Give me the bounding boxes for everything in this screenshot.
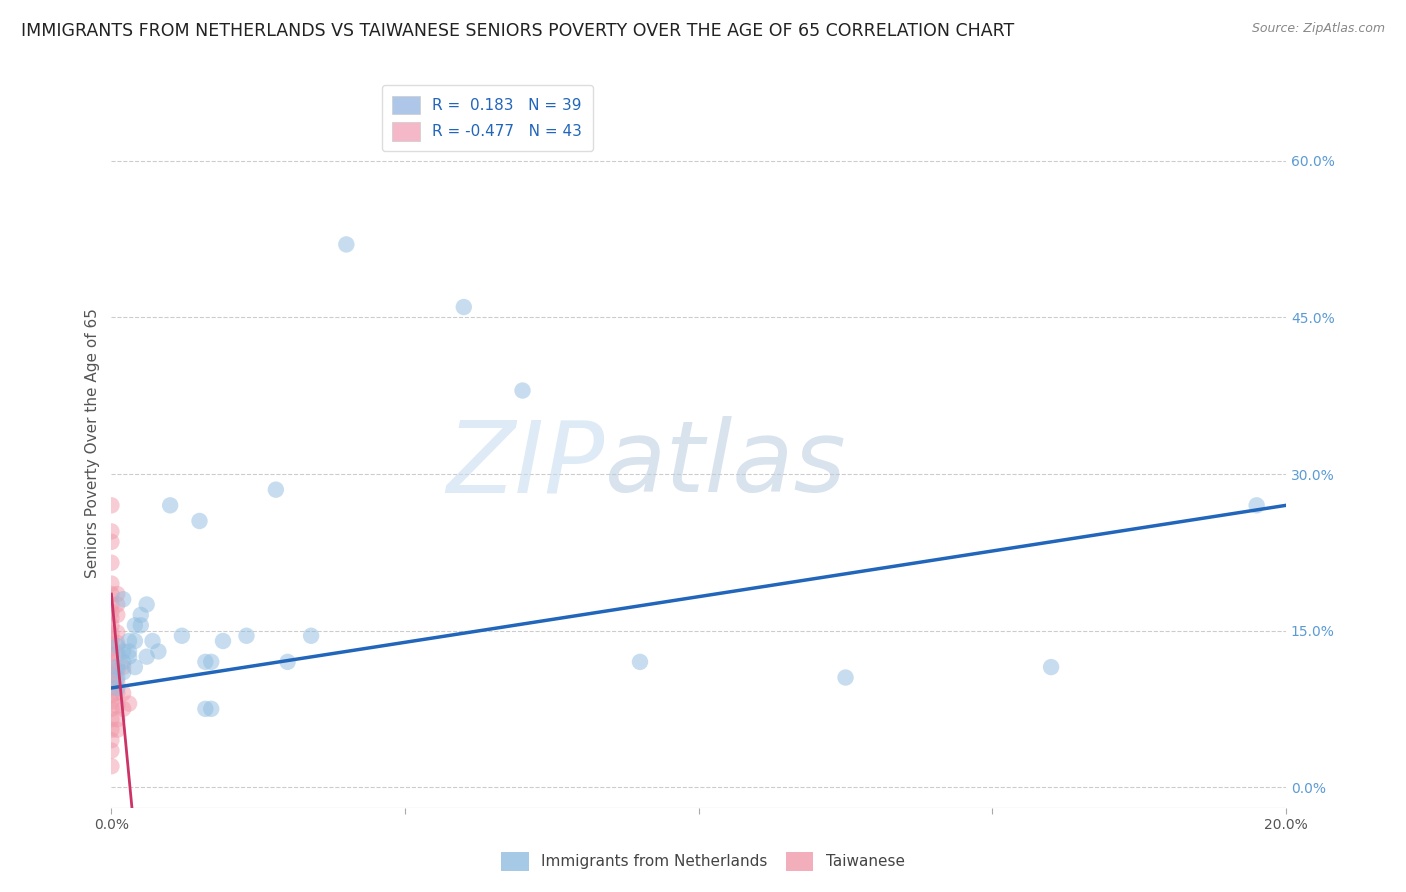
Point: [100, 634, 122, 648]
Point: [100, 759, 122, 773]
Point: [100, 660, 122, 674]
Point: [105, 663, 128, 677]
Point: [194, 655, 217, 669]
Point: [105, 639, 128, 653]
Point: [105, 647, 128, 661]
Point: [200, 655, 222, 669]
Point: [100, 673, 122, 688]
Point: [100, 712, 122, 726]
Point: [100, 702, 122, 716]
Point: [124, 660, 146, 674]
Point: [188, 514, 211, 528]
Point: [453, 300, 475, 314]
Point: [200, 702, 222, 716]
Point: [105, 698, 128, 713]
Point: [100, 655, 122, 669]
Point: [628, 655, 651, 669]
Point: [100, 733, 122, 747]
Point: [100, 556, 122, 570]
Text: ZIP: ZIP: [447, 417, 605, 513]
Point: [118, 634, 141, 648]
Point: [235, 629, 257, 643]
Point: [148, 644, 170, 658]
Point: [100, 681, 122, 695]
Point: [100, 605, 122, 619]
Point: [112, 665, 135, 680]
Point: [105, 625, 128, 640]
Point: [129, 618, 152, 632]
Point: [194, 702, 217, 716]
Point: [100, 723, 122, 737]
Point: [100, 524, 122, 539]
Point: [105, 598, 128, 612]
Point: [100, 667, 122, 681]
Point: [834, 671, 856, 685]
Text: IMMIGRANTS FROM NETHERLANDS VS TAIWANESE SENIORS POVERTY OVER THE AGE OF 65 CORR: IMMIGRANTS FROM NETHERLANDS VS TAIWANESE…: [21, 22, 1014, 40]
Point: [124, 618, 146, 632]
Point: [105, 607, 128, 622]
Point: [170, 629, 193, 643]
Point: [100, 587, 122, 601]
Point: [100, 611, 122, 625]
Point: [212, 634, 235, 648]
Point: [100, 618, 122, 632]
Point: [118, 697, 141, 711]
Y-axis label: Seniors Poverty Over the Age of 65: Seniors Poverty Over the Age of 65: [86, 308, 100, 578]
Point: [100, 576, 122, 591]
Point: [105, 587, 128, 601]
Point: [105, 686, 128, 700]
Point: [112, 660, 135, 674]
Point: [135, 598, 157, 612]
Point: [118, 649, 141, 664]
Point: [124, 634, 146, 648]
Point: [141, 634, 163, 648]
Text: Source: ZipAtlas.com: Source: ZipAtlas.com: [1251, 22, 1385, 36]
Point: [299, 629, 322, 643]
Point: [105, 636, 128, 650]
Point: [105, 681, 128, 695]
Text: atlas: atlas: [605, 417, 846, 513]
Point: [112, 644, 135, 658]
Point: [159, 499, 181, 513]
Point: [100, 534, 122, 549]
Legend: R =  0.183   N = 39, R = -0.477   N = 43: R = 0.183 N = 39, R = -0.477 N = 43: [382, 85, 593, 152]
Point: [112, 592, 135, 607]
Point: [100, 648, 122, 662]
Point: [100, 598, 122, 612]
Point: [105, 723, 128, 737]
Point: [112, 702, 135, 716]
Point: [100, 688, 122, 702]
Point: [105, 671, 128, 685]
Point: [512, 384, 534, 398]
Point: [1246, 499, 1268, 513]
Legend: Immigrants from Netherlands, Taiwanese: Immigrants from Netherlands, Taiwanese: [492, 843, 914, 880]
Point: [100, 626, 122, 640]
Point: [129, 607, 152, 622]
Point: [105, 660, 128, 674]
Point: [100, 499, 122, 513]
Point: [135, 649, 157, 664]
Point: [105, 712, 128, 726]
Point: [335, 237, 357, 252]
Point: [112, 686, 135, 700]
Point: [118, 644, 141, 658]
Point: [1040, 660, 1063, 674]
Point: [277, 655, 299, 669]
Point: [264, 483, 287, 497]
Point: [100, 694, 122, 708]
Point: [112, 655, 135, 669]
Point: [100, 641, 122, 656]
Point: [100, 743, 122, 757]
Point: [105, 675, 128, 690]
